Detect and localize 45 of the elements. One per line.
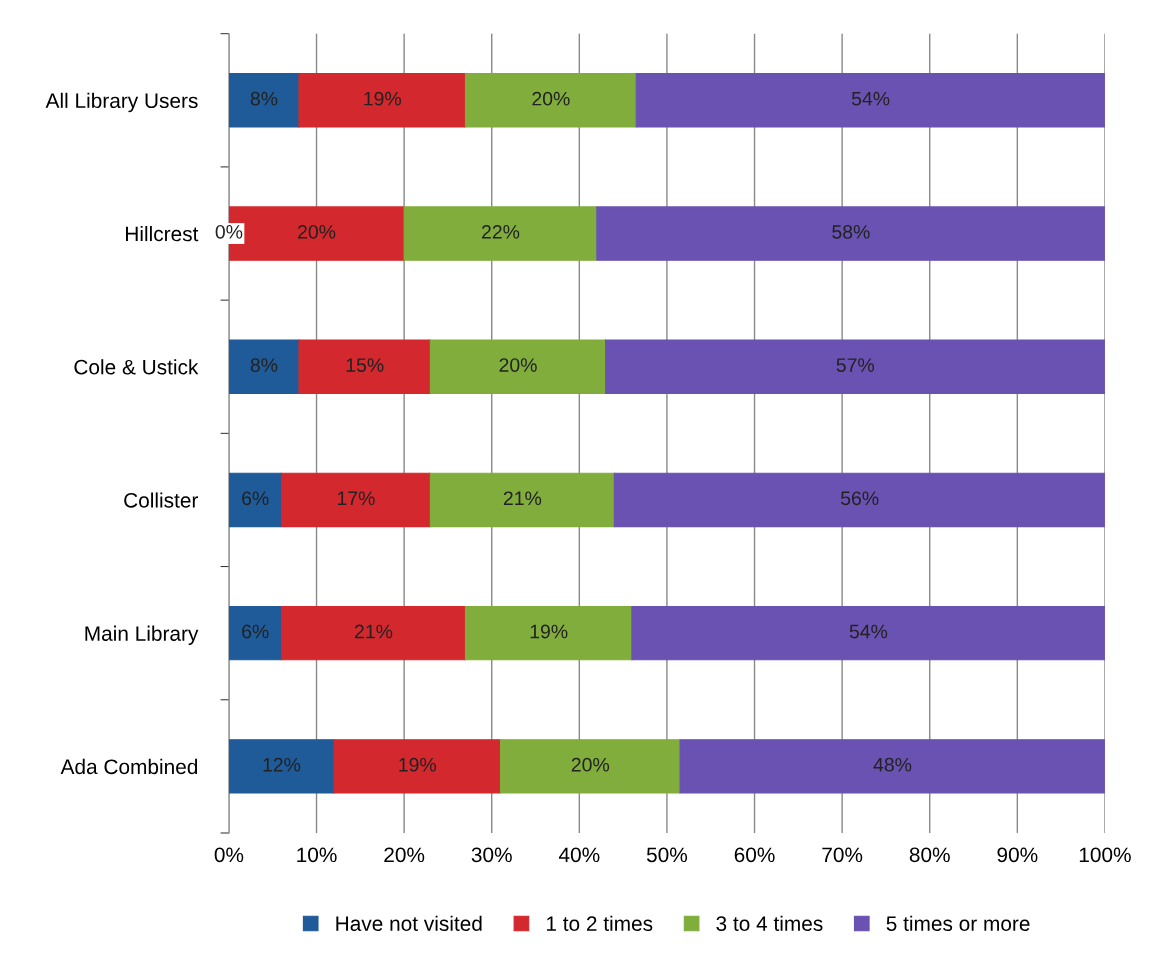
legend-label: Have not visited: [336, 915, 482, 931]
x-tick-label: 100%: [1079, 847, 1131, 863]
y-tick-label: Ada Combined: [60, 758, 198, 775]
y-tick-label: All Library Users: [45, 92, 198, 113]
data-label: 21%: [354, 624, 393, 639]
legend-label: 3 to 4 times: [716, 915, 823, 931]
x-tick-label: 50%: [646, 847, 688, 863]
data-label: 6%: [242, 624, 269, 639]
y-tick-label: Hillcrest: [126, 225, 199, 242]
legend-label: 5 times or more: [886, 915, 1030, 931]
data-label: 56%: [840, 491, 879, 506]
data-label: 6%: [242, 491, 269, 506]
x-tick-label: 60%: [734, 847, 775, 863]
y-tick-label: Collister: [124, 492, 199, 508]
data-label: 54%: [849, 624, 888, 639]
y-tick-label: Cole & Ustick: [74, 359, 199, 375]
data-label: 20%: [499, 358, 537, 372]
data-label: 20%: [571, 757, 610, 772]
x-tick-label: 30%: [471, 847, 512, 863]
data-label: 20%: [532, 91, 570, 106]
data-label: 19%: [530, 624, 568, 639]
x-tick-label: 20%: [384, 847, 425, 863]
data-label: 8%: [250, 358, 278, 372]
y-tick-label: Main Library: [85, 625, 199, 646]
data-label: 54%: [851, 91, 890, 106]
x-tick-label: 40%: [558, 847, 600, 863]
data-label: 20%: [298, 224, 336, 239]
x-tick-label: 10%: [297, 847, 337, 863]
data-label: 12%: [263, 757, 301, 772]
data-label: 8%: [250, 91, 278, 106]
legend-label: 1 to 2 times: [546, 915, 653, 931]
data-label: 21%: [503, 491, 542, 506]
data-label: 58%: [832, 224, 870, 239]
data-label: 57%: [836, 358, 875, 372]
x-tick-label: 70%: [822, 847, 863, 863]
x-tick-label: 0%: [214, 847, 244, 863]
data-label: 15%: [346, 358, 384, 372]
data-label: 0%: [215, 224, 243, 239]
data-label: 48%: [873, 757, 912, 772]
data-label: 17%: [337, 491, 375, 506]
data-label: 19%: [399, 757, 437, 772]
x-tick-label: 80%: [909, 847, 950, 863]
x-tick-label: 90%: [997, 847, 1038, 863]
data-label: 19%: [364, 91, 401, 106]
data-label: 22%: [482, 224, 520, 239]
